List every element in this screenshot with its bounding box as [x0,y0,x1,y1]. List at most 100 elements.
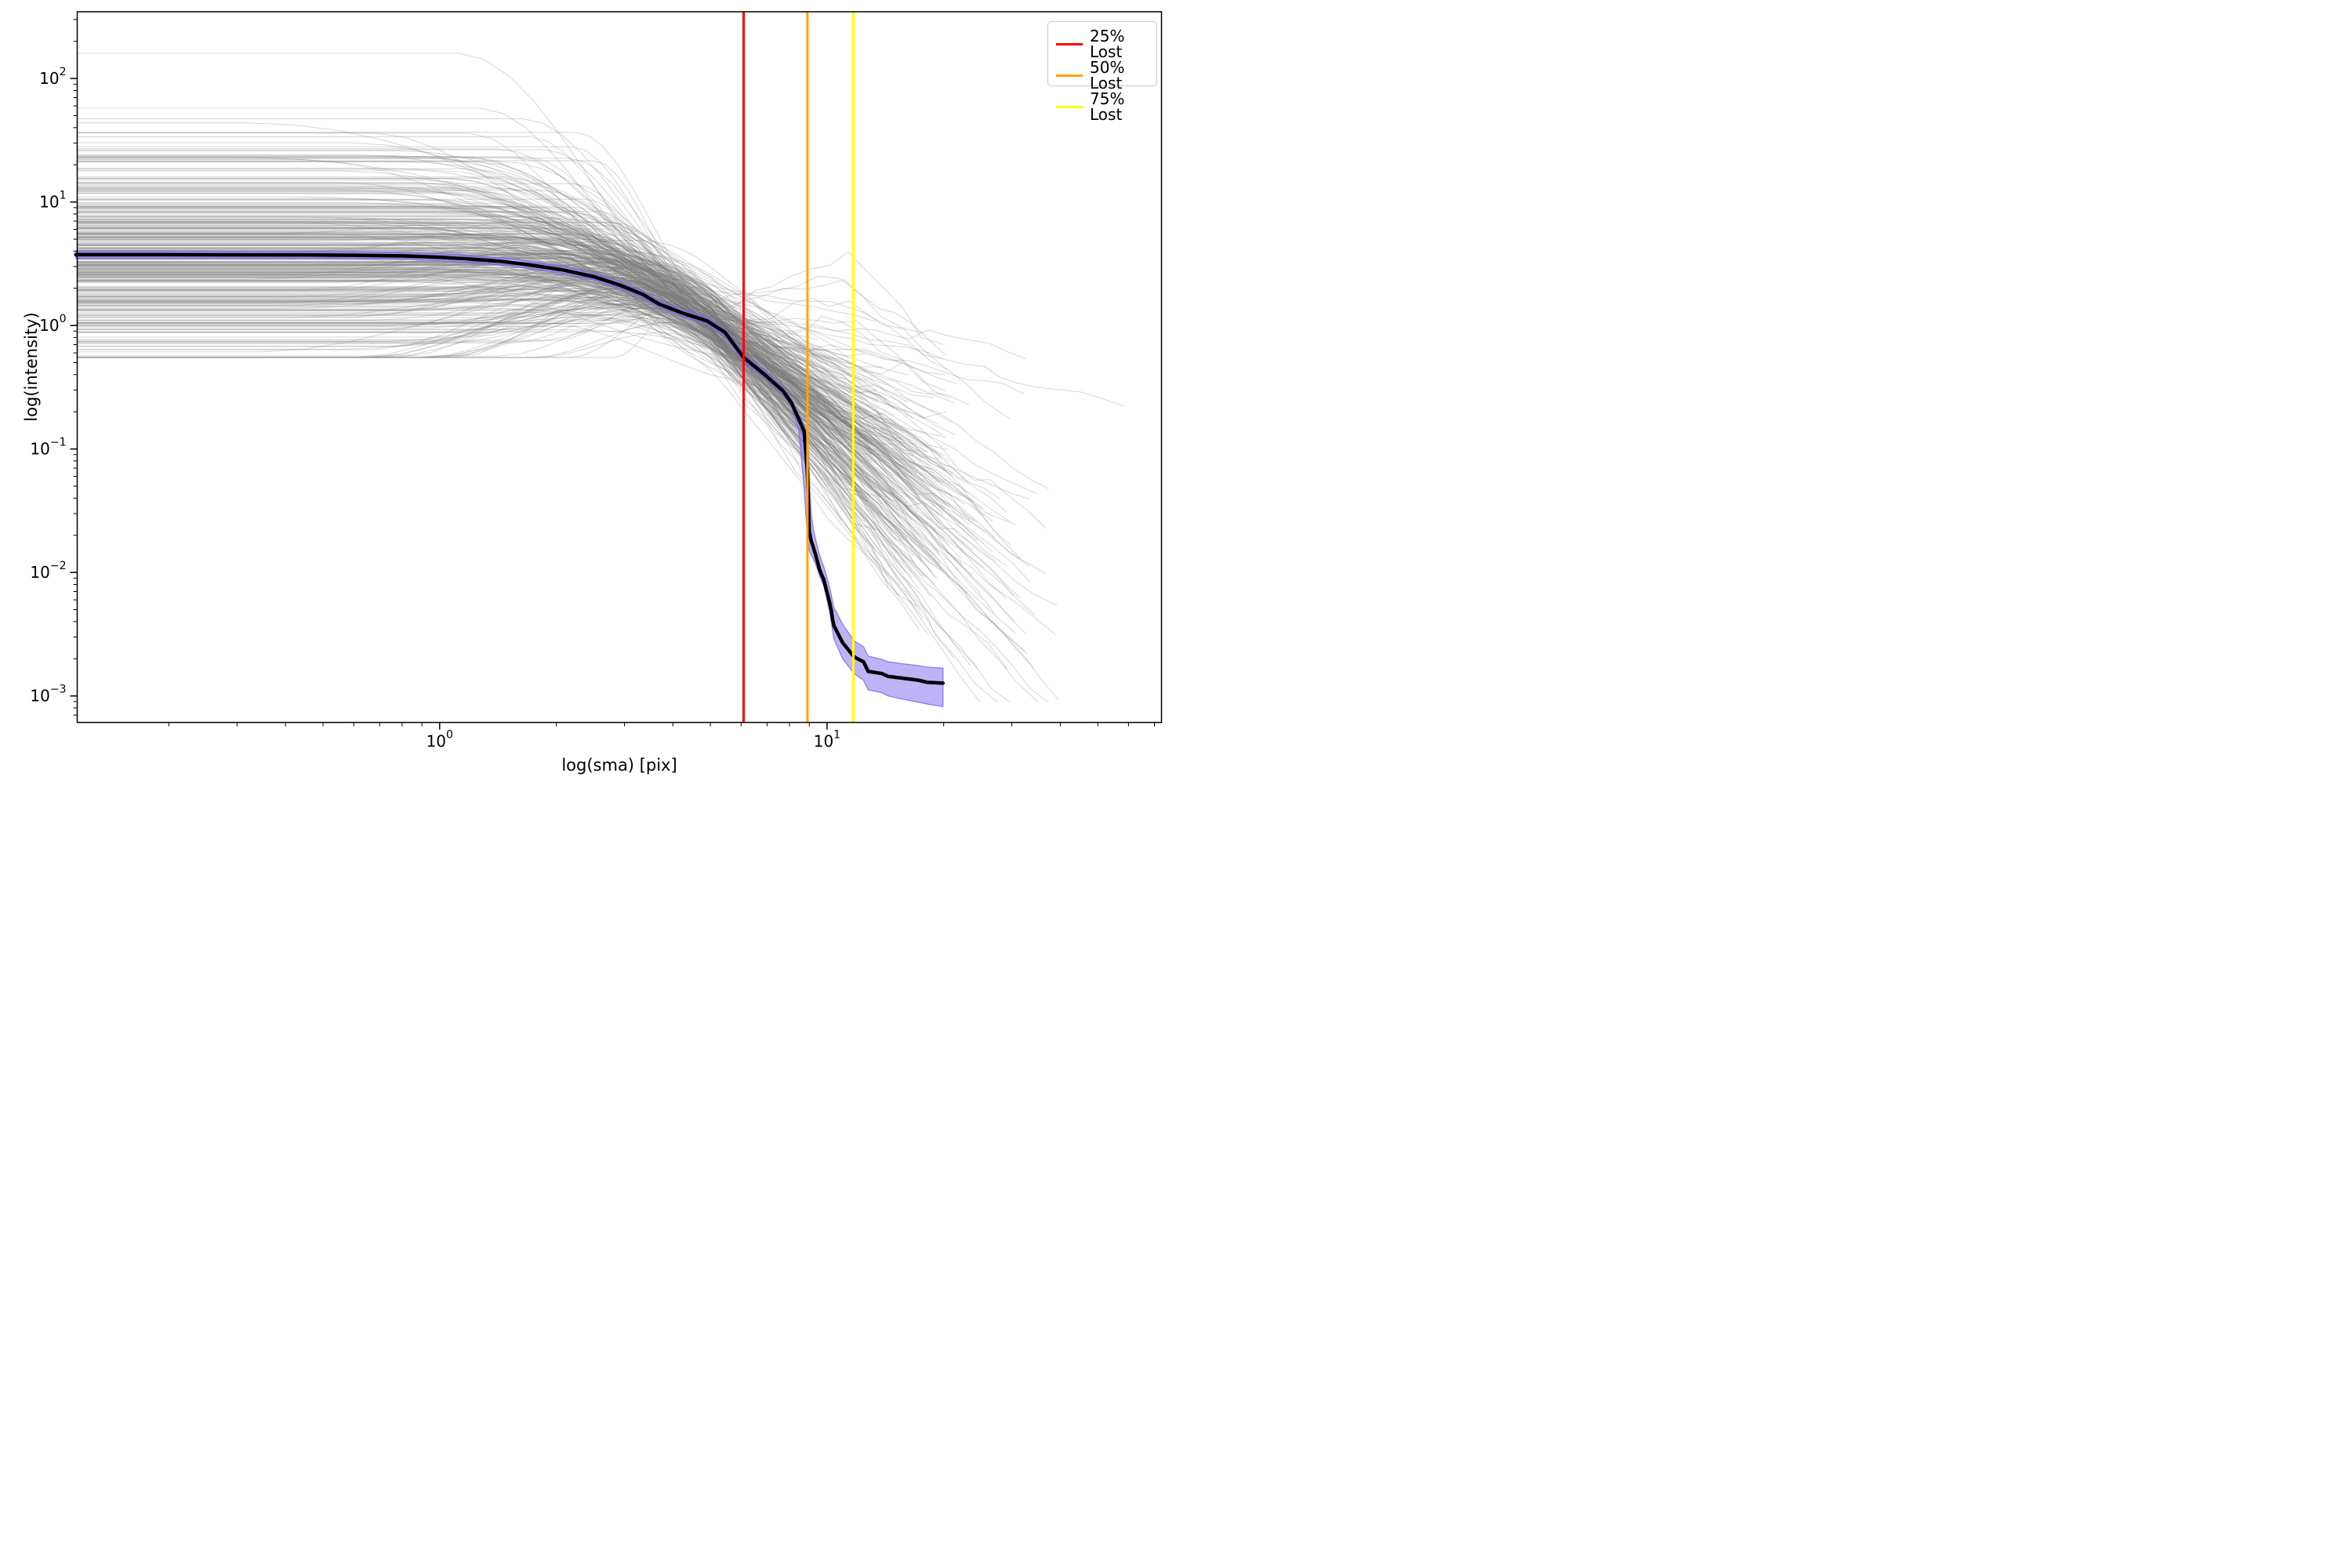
profile-line [77,283,907,449]
profile-line [77,302,837,403]
profile-line [77,279,934,398]
profile-line [77,298,928,528]
profile-line [77,322,948,573]
profile-line [77,159,809,423]
profile-line [77,276,800,399]
profile-line [77,248,970,405]
profile-line [77,227,1030,500]
profile-line [77,275,1030,583]
profile-line [77,321,945,575]
profile-line [77,251,851,394]
profile-line [77,259,887,446]
profile-line [77,216,944,517]
profile-line [77,274,863,493]
intensity-profile-chart: 100 101 10−3 10−2 10−1 100 101 102 [30,11,1163,751]
profile-line [77,273,808,452]
profile-line [77,268,899,530]
profile-line [77,238,855,502]
profile-line [77,132,833,486]
y-tick-label: 10−1 [30,437,66,459]
profile-line [77,266,955,404]
profile-line [77,214,826,399]
profile-line [77,227,870,450]
profile-line [77,303,904,441]
profile-line [77,276,884,416]
profile-line [77,118,921,463]
y-axis-label: log(intensity) [22,312,41,422]
profile-line [77,150,1047,528]
profile-line [77,238,1059,700]
profile-line [77,208,924,549]
profile-line [77,255,883,508]
profile-line [77,219,801,364]
profile-line [77,220,971,521]
profile-line [77,288,839,419]
profile-line [77,157,855,412]
profile-line [77,193,913,548]
profile-line [77,237,923,562]
profile-line [77,261,1035,615]
profile-line [77,221,1025,394]
profile-line [77,220,951,399]
legend-line-sample-orange [1056,74,1083,77]
profile-line [77,238,924,579]
profile-line [77,218,940,555]
profile-line [77,261,903,498]
profile-line [77,237,933,572]
profile-line [77,271,1000,499]
profile-line [77,234,909,492]
profile-line [77,264,1014,596]
profile-line [77,178,873,463]
legend-item-50-lost: 50% Lost [1056,60,1149,91]
profile-line [77,158,918,471]
profile-line [77,148,880,482]
profile-line [77,156,814,406]
profile-line [77,191,843,481]
profile-line [77,198,853,477]
profile-line [77,198,1007,600]
profile-line [77,252,1026,652]
profile-line [77,288,808,350]
profile-line [77,161,842,521]
legend-label: 25% Lost [1090,27,1125,61]
profile-line [77,188,829,373]
profile-line [77,299,953,497]
profile-line [77,275,905,539]
profile-line [77,242,798,367]
profile-line [77,269,886,456]
profile-line [77,209,872,451]
profile-line [77,187,918,608]
profile-line [77,239,843,397]
profile-line [77,212,1039,702]
profile-line [77,271,803,389]
profile-line [77,267,899,597]
profile-line [77,307,814,414]
profile-line [77,154,913,579]
profile-line [77,205,904,456]
profile-line [77,230,848,420]
profile-line [77,282,866,419]
profile-line [77,289,984,509]
profile-line [77,233,800,397]
profile-line [77,255,811,434]
profile-line [77,279,1011,419]
profile-line [77,189,826,404]
profile-line [77,270,873,445]
profile-line [77,206,902,477]
profile-line [77,252,829,365]
profile-line [77,313,942,523]
profile-line [77,199,885,447]
profile-line [77,269,917,446]
profile-line [77,271,862,462]
profile-line [77,285,902,502]
profile-line [77,231,909,403]
profile-line [77,250,882,397]
profile-line [77,234,971,666]
profile-line [77,314,946,376]
profile-line [77,314,993,553]
profile-line [77,306,807,382]
profile-line [77,161,996,615]
profile-line [77,220,822,394]
profile-line [77,207,864,458]
profile-line [77,267,812,411]
